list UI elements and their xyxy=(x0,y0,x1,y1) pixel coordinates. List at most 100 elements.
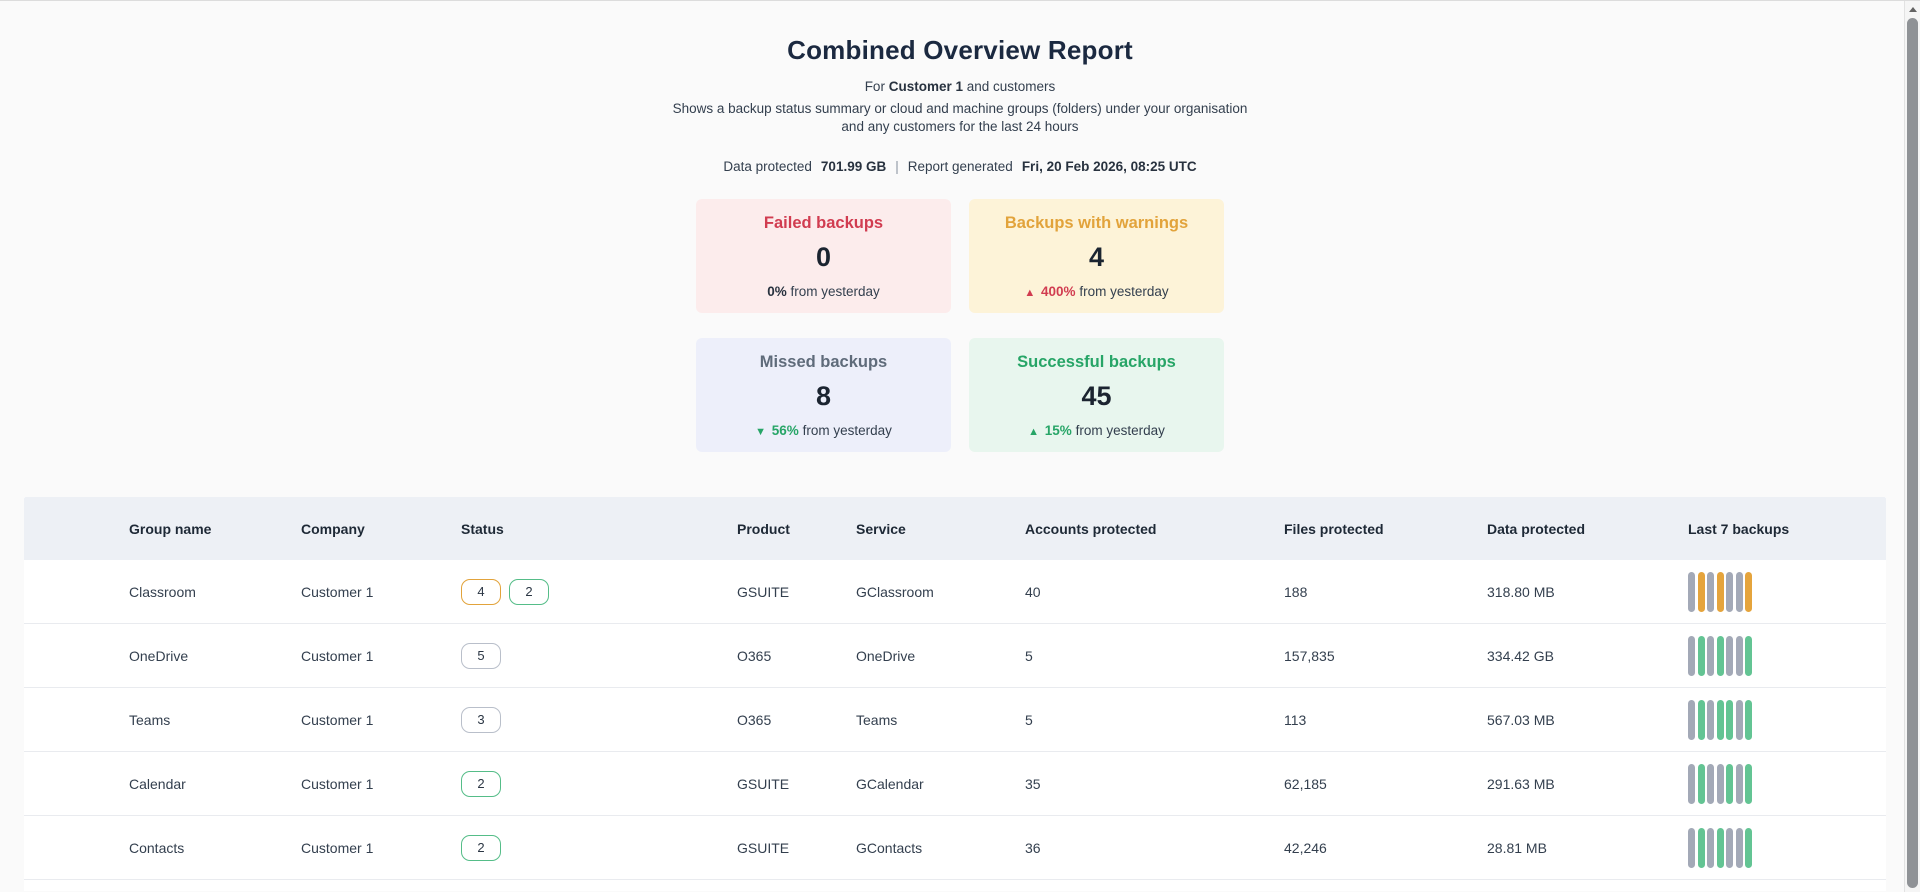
table-row[interactable]: Calendar Customer 1 2 GSUITE GCalendar 3… xyxy=(24,752,1886,817)
last7-backups-bars xyxy=(1688,571,1886,612)
card-failed-backups: Failed backups 0 0% from yesterday xyxy=(696,199,951,314)
delta-percent: 56% xyxy=(771,422,799,438)
col-data-protected: Data protected xyxy=(1487,520,1586,537)
last7-backups-bars xyxy=(1688,635,1886,676)
status-badges: 2 xyxy=(461,770,737,797)
backup-bar-ok xyxy=(1726,763,1733,804)
last7-backups-bars xyxy=(1688,827,1886,868)
backup-bar-ok xyxy=(1745,699,1752,740)
status-badge-neutral: 5 xyxy=(461,642,501,669)
backup-bar-warning xyxy=(1745,571,1752,612)
backup-bar-ok xyxy=(1697,699,1705,740)
backup-bar-ok xyxy=(1716,699,1724,740)
data-protected-label: Data protected xyxy=(723,159,812,175)
cell-files-protected: 62,185 xyxy=(1284,775,1327,792)
for-prefix: For xyxy=(864,79,885,94)
report-description: Shows a backup status summary or cloud a… xyxy=(672,101,1248,135)
trend-down-icon: ▼ xyxy=(755,425,767,438)
cell-product: GSUITE xyxy=(737,839,790,856)
cell-accounts-protected: 36 xyxy=(1025,839,1041,856)
cell-company: Customer 1 xyxy=(301,647,374,664)
card-delta: 0% from yesterday xyxy=(767,284,880,299)
card-successful-backups: Successful backups 45 ▲ 15% from yesterd… xyxy=(969,338,1224,453)
scroll-up-button[interactable] xyxy=(1905,1,1920,18)
summary-cards: Failed backups 0 0% from yesterday Backu… xyxy=(696,199,1224,453)
card-title: Backups with warnings xyxy=(1004,213,1189,232)
backup-bar-ok xyxy=(1697,763,1705,804)
backup-bar-ok xyxy=(1745,635,1752,676)
cell-group-name: Classroom xyxy=(129,583,196,600)
backup-bar-ok xyxy=(1716,635,1724,676)
card-delta: ▼ 56% from yesterday xyxy=(755,423,892,438)
card-value: 0 xyxy=(815,241,832,272)
cell-product: GSUITE xyxy=(737,775,790,792)
report-meta-line: Data protected 701.99 GB | Report genera… xyxy=(0,159,1920,174)
col-status: Status xyxy=(461,520,504,537)
backup-bar-miss xyxy=(1707,763,1714,804)
cell-company: Customer 1 xyxy=(301,711,374,728)
cell-company: Customer 1 xyxy=(301,839,374,856)
cell-group-name: Teams xyxy=(129,711,171,728)
card-value: 8 xyxy=(815,380,832,411)
card-value: 4 xyxy=(1088,241,1105,272)
card-title: Successful backups xyxy=(1017,352,1176,371)
cell-files-protected: 157,835 xyxy=(1284,647,1335,664)
cell-data-protected: 28.81 MB xyxy=(1487,839,1547,856)
backup-bar-miss xyxy=(1688,827,1695,868)
for-suffix: and customers xyxy=(966,79,1056,94)
report-scope-line: For Customer 1 and customers xyxy=(0,79,1920,94)
vertical-scrollbar[interactable] xyxy=(1904,1,1920,892)
backup-bar-miss xyxy=(1707,827,1714,868)
col-files-protected: Files protected xyxy=(1284,520,1384,537)
card-title: Failed backups xyxy=(763,213,884,232)
card-delta: ▲ 15% from yesterday xyxy=(1028,423,1165,438)
card-backups-with-warnings: Backups with warnings 4 ▲ 400% from yest… xyxy=(969,199,1224,314)
trend-up-icon: ▲ xyxy=(1028,425,1040,438)
delta-suffix: from yesterday xyxy=(802,422,892,438)
table-header-row: Group name Company Status Product Servic… xyxy=(24,497,1886,561)
backup-bar-miss xyxy=(1735,699,1743,740)
col-accounts-protected: Accounts protected xyxy=(1025,520,1157,537)
table-row[interactable]: OneDrive Customer 1 5 O365 OneDrive 5 15… xyxy=(24,624,1886,689)
cell-data-protected: 334.42 GB xyxy=(1487,647,1554,664)
backup-bar-miss xyxy=(1735,635,1743,676)
customer-name: Customer 1 xyxy=(888,79,963,94)
cell-accounts-protected: 40 xyxy=(1025,583,1041,600)
scrollbar-thumb[interactable] xyxy=(1907,18,1918,888)
table-next-row-partial xyxy=(24,880,1886,892)
report-header: Combined Overview Report For Customer 1 … xyxy=(0,1,1920,174)
status-badges: 2 xyxy=(461,834,737,861)
groups-table: Group name Company Status Product Servic… xyxy=(24,497,1886,892)
status-badge-success: 2 xyxy=(509,578,549,605)
backup-bar-miss xyxy=(1688,763,1695,804)
backup-bar-ok xyxy=(1697,827,1705,868)
backup-bar-miss xyxy=(1735,827,1743,868)
meta-separator: | xyxy=(895,159,899,175)
col-company: Company xyxy=(301,520,365,537)
cell-accounts-protected: 5 xyxy=(1025,711,1033,728)
delta-percent: 15% xyxy=(1044,422,1072,438)
backup-bar-warning xyxy=(1697,571,1705,612)
backup-bar-miss xyxy=(1726,827,1733,868)
backup-bar-miss xyxy=(1707,699,1714,740)
cell-company: Customer 1 xyxy=(301,583,374,600)
card-missed-backups: Missed backups 8 ▼ 56% from yesterday xyxy=(696,338,951,453)
backup-bar-miss xyxy=(1716,763,1724,804)
cell-service: GClassroom xyxy=(856,583,934,600)
delta-percent: 400% xyxy=(1041,283,1076,299)
cell-service: GContacts xyxy=(856,839,923,856)
table-row[interactable]: Teams Customer 1 3 O365 Teams 5 113 567.… xyxy=(24,688,1886,753)
card-delta: ▲ 400% from yesterday xyxy=(1024,284,1168,299)
cell-product: O365 xyxy=(737,647,772,664)
cell-product: O365 xyxy=(737,711,772,728)
cell-data-protected: 291.63 MB xyxy=(1487,775,1555,792)
card-title: Missed backups xyxy=(759,352,888,371)
backup-bar-miss xyxy=(1735,763,1743,804)
table-row[interactable]: Contacts Customer 1 2 GSUITE GContacts 3… xyxy=(24,816,1886,881)
status-badge-success: 2 xyxy=(461,834,501,861)
status-badges: 5 xyxy=(461,642,737,669)
backup-bar-ok xyxy=(1697,635,1705,676)
cell-company: Customer 1 xyxy=(301,775,374,792)
